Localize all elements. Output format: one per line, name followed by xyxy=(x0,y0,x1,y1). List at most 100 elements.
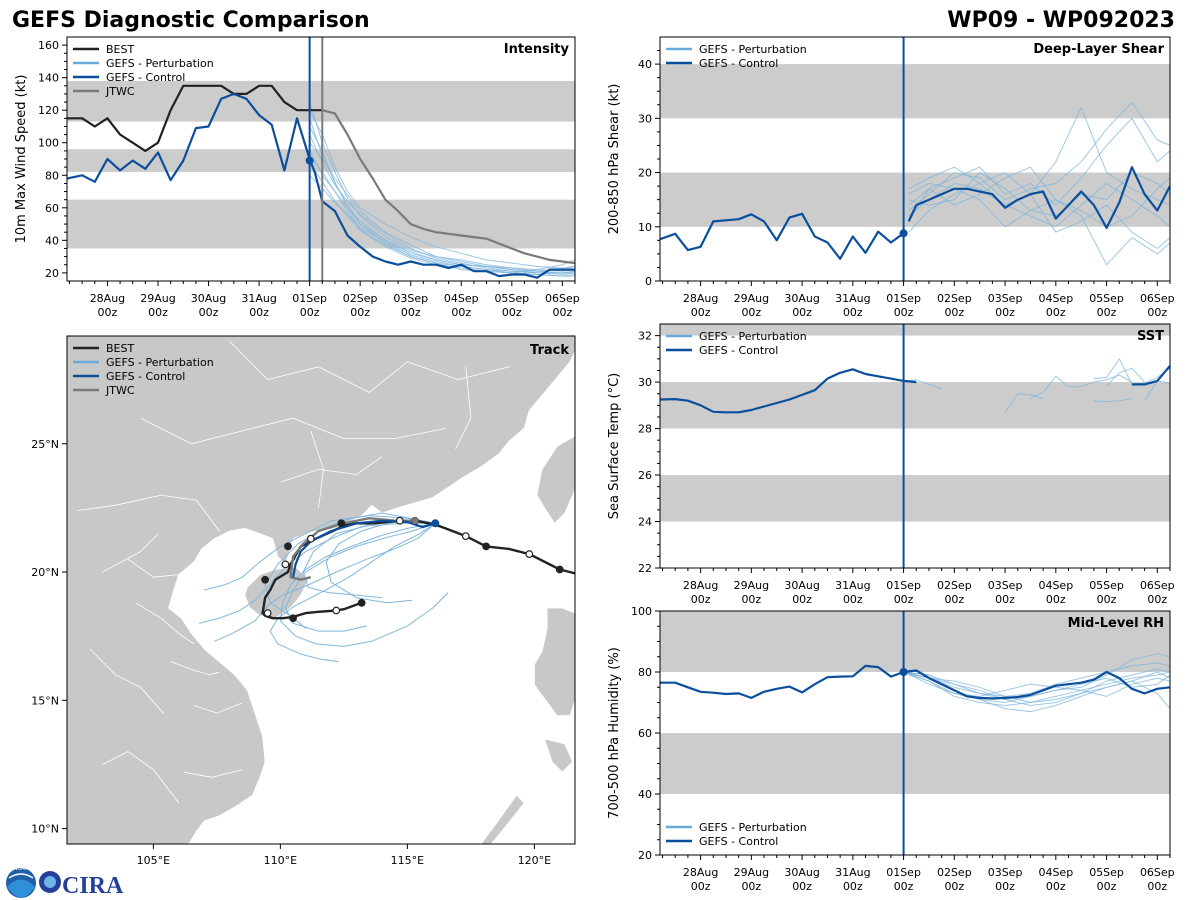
intensity-x-tick-label: 28Aug xyxy=(90,292,125,305)
track-best-point xyxy=(482,542,491,551)
rh-x-tick-label: 02Sep xyxy=(937,866,972,879)
rh-y-axis: 20 40 60 80 100 xyxy=(631,605,660,862)
shear-x-tick-label: 04Sep xyxy=(1038,292,1073,305)
rh-x-tick-label: 00z xyxy=(792,880,812,893)
shear-x-tick-label: 30Aug xyxy=(784,292,819,305)
shear-x-tick-label: 00z xyxy=(1097,306,1117,319)
rh-perturbation-line xyxy=(903,653,1170,700)
track-perturbation-line xyxy=(325,520,436,604)
mindoro-island xyxy=(543,738,573,773)
shear-panel: 01020304028Aug00z29Aug00z30Aug00z31Aug00… xyxy=(607,36,1175,319)
rh-y-tick-label: 100 xyxy=(631,605,652,618)
sst-x-tick-label: 05Sep xyxy=(1089,579,1124,592)
intensity-control-point xyxy=(305,156,314,165)
shear-x-tick-label: 02Sep xyxy=(937,292,972,305)
shear-y-tick-label: 20 xyxy=(638,167,652,180)
shear-y-tick-label: 10 xyxy=(638,221,652,234)
shear-y-axis-label: 200-850 hPa Shear (kt) xyxy=(607,84,622,235)
rh-x-tick-label: 28Aug xyxy=(683,866,718,879)
track-perturbation-line xyxy=(279,522,449,647)
track-legend-label: BEST xyxy=(106,342,134,355)
shear-band xyxy=(660,64,1170,119)
rh-plot-area xyxy=(660,611,1170,855)
track-frame xyxy=(66,335,576,845)
noaa-logo: NOAA xyxy=(6,866,36,898)
noaa-logo-text: NOAA xyxy=(14,866,29,872)
rh-panel: 2040608010028Aug00z29Aug00z30Aug00z31Aug… xyxy=(607,605,1175,893)
province-border xyxy=(310,430,324,508)
intensity-x-axis: 28Aug00z29Aug00z30Aug00z31Aug00z01Sep00z… xyxy=(69,281,580,319)
intensity-x-tick-label: 03Sep xyxy=(393,292,428,305)
sst-y-tick-label: 24 xyxy=(638,516,652,529)
sst-y-axis-label: Sea Surface Temp (°C) xyxy=(607,373,622,520)
province-border xyxy=(135,602,195,645)
figure-title-right: WP09 - WP092023 xyxy=(947,8,1175,33)
shear-x-tick-label: 31Aug xyxy=(835,292,870,305)
shear-control-forecast-line xyxy=(907,166,1170,229)
shear-y-tick-label: 40 xyxy=(638,58,652,71)
shear-control-line xyxy=(660,212,905,260)
track-x-tick-label: 115°E xyxy=(391,854,424,867)
rh-band xyxy=(660,611,1170,672)
track-perturbation-line xyxy=(204,515,436,591)
province-border xyxy=(102,751,180,804)
rh-x-tick-label: 00z xyxy=(741,880,761,893)
intensity-best-line xyxy=(67,84,323,152)
sst-control-forecast-line xyxy=(1131,365,1170,386)
rh-y-axis-label: 700-500 hPa Humidity (%) xyxy=(607,647,622,819)
intensity-y-axis: 20 40 60 80 100 120 140 160 xyxy=(38,39,67,280)
intensity-x-tick-label: 06Sep xyxy=(545,292,580,305)
shear-panel-title: Deep-Layer Shear xyxy=(1033,42,1164,57)
track-perturbation-line xyxy=(214,522,436,642)
intensity-x-tick-label: 00z xyxy=(300,306,320,319)
rh-x-tick-label: 06Sep xyxy=(1140,866,1175,879)
track-x-tick-label: 110°E xyxy=(264,854,297,867)
sst-x-tick-label: 00z xyxy=(1097,593,1117,606)
province-border xyxy=(170,661,220,676)
intensity-x-tick-label: 00z xyxy=(502,306,522,319)
intensity-band xyxy=(67,199,575,249)
province-border xyxy=(280,456,383,483)
sst-perturbation-line xyxy=(903,379,942,390)
sst-band xyxy=(660,324,1170,336)
shear-plot-area xyxy=(660,37,1170,281)
intensity-perturbation-line xyxy=(309,142,575,272)
shear-x-axis: 28Aug00z29Aug00z30Aug00z31Aug00z01Sep00z… xyxy=(662,281,1175,319)
sst-panel-title: SST xyxy=(1137,329,1164,344)
intensity-perturbation-line xyxy=(309,155,575,274)
track-perturbation-line xyxy=(264,512,436,629)
track-y-tick-label: 25°N xyxy=(31,438,59,451)
rh-control-point xyxy=(899,668,908,676)
intensity-y-tick-label: 60 xyxy=(45,202,59,215)
intensity-y-tick-label: 20 xyxy=(45,267,59,280)
shear-x-tick-label: 28Aug xyxy=(683,292,718,305)
shear-y-tick-label: 0 xyxy=(645,275,652,288)
intensity-x-tick-label: 00z xyxy=(199,306,219,319)
intensity-x-tick-label: 00z xyxy=(451,306,471,319)
track-best-point xyxy=(555,565,564,574)
hainan-island xyxy=(244,566,309,619)
cira-logo-text: CIRA xyxy=(62,873,124,899)
sst-x-tick-label: 01Sep xyxy=(886,579,921,592)
province-border xyxy=(89,648,164,714)
intensity-legend-label: GEFS - Control xyxy=(106,71,185,84)
rh-x-tick-label: 30Aug xyxy=(784,866,819,879)
shear-perturbation-line xyxy=(908,107,1170,233)
rh-control-line xyxy=(660,664,904,699)
sst-panel: 22242628303228Aug00z29Aug00z30Aug00z31Au… xyxy=(607,323,1175,606)
intensity-x-tick-label: 02Sep xyxy=(343,292,378,305)
sst-x-tick-label: 00z xyxy=(843,593,863,606)
cira-logo: CIRA xyxy=(39,871,124,899)
province-border xyxy=(229,340,510,393)
shear-perturbation-line xyxy=(908,182,1170,266)
track-best-point xyxy=(395,516,404,525)
intensity-legend-label: GEFS - Perturbation xyxy=(106,57,214,70)
shear-x-tick-label: 00z xyxy=(995,306,1015,319)
sst-x-tick-label: 00z xyxy=(894,593,914,606)
intensity-x-tick-label: 00z xyxy=(401,306,421,319)
shear-x-tick-label: 01Sep xyxy=(886,292,921,305)
intensity-x-tick-label: 00z xyxy=(552,306,572,319)
sst-band xyxy=(660,382,1170,429)
